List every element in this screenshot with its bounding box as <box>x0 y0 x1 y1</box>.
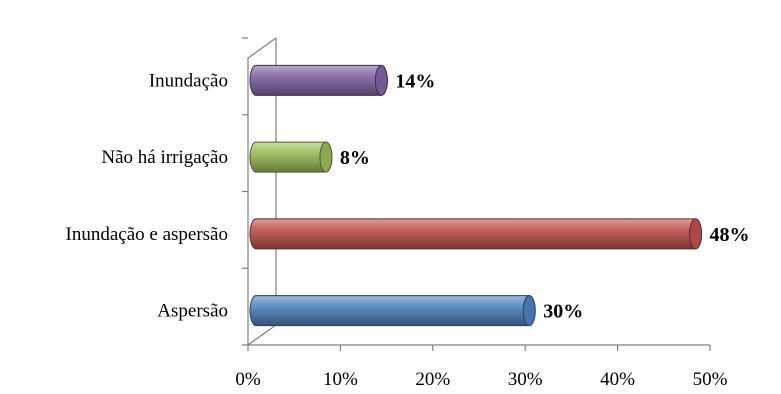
bar-3 <box>249 64 388 96</box>
bar-end-cap <box>689 218 703 250</box>
bar-1 <box>249 218 703 250</box>
category-label: Aspersão <box>157 301 228 322</box>
x-tick-label: 20% <box>415 369 450 390</box>
bar-body <box>249 295 536 327</box>
chart-bars <box>249 64 703 327</box>
bar-0 <box>249 295 536 327</box>
bar-body <box>249 64 388 96</box>
chart-labels: 0% 10% 20% 30% 40% 50% Aspersão 30% Inundação e … <box>66 70 750 390</box>
x-tick-label: 0% <box>235 369 261 390</box>
data-label: 48% <box>710 224 750 246</box>
data-label: 30% <box>543 301 583 323</box>
category-label: Inundação <box>149 70 228 91</box>
bar-body <box>249 218 702 250</box>
bar-end-cap <box>522 295 536 327</box>
bar-2 <box>249 141 333 173</box>
chart-axes <box>242 37 711 351</box>
x-tick-label: 10% <box>323 369 358 390</box>
x-tick-label: 40% <box>600 369 635 390</box>
bar-end-cap <box>319 141 333 173</box>
bar-end-cap <box>374 64 388 96</box>
category-label: Não há irrigação <box>101 147 228 168</box>
x-tick-label: 30% <box>508 369 543 390</box>
data-label: 14% <box>395 70 435 92</box>
category-label: Inundação e aspersão <box>66 224 228 245</box>
data-label: 8% <box>340 147 370 169</box>
x-tick-label: 50% <box>693 369 728 390</box>
y-axis-line <box>247 37 277 345</box>
